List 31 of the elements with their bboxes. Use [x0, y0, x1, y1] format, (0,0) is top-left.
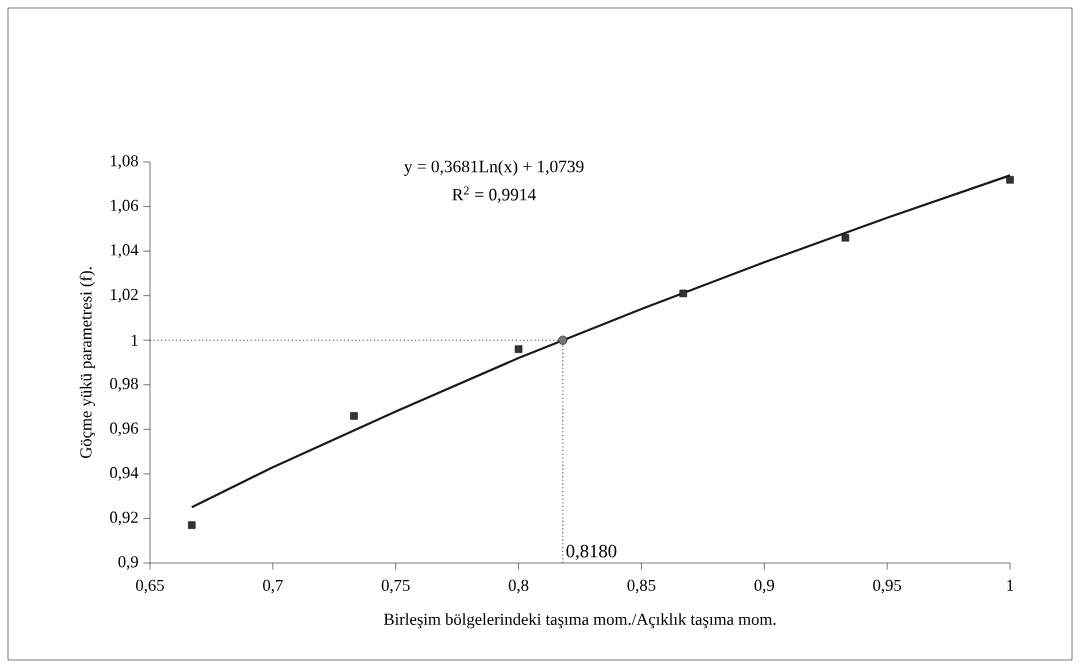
y-tick-label: 1 — [131, 334, 138, 346]
line-series — [190, 174, 1012, 509]
point — [350, 412, 358, 420]
y-tick-label: 0,94 — [110, 467, 139, 481]
x-tick-label: 0,9 — [754, 579, 775, 594]
y-tick-label: 1,06 — [110, 199, 139, 214]
y-tick-label: 1,02 — [110, 288, 138, 303]
x-tick-label: 0,8 — [508, 579, 529, 594]
point — [679, 289, 687, 298]
y-tick-label: 0,96 — [110, 422, 139, 437]
point — [1006, 176, 1014, 184]
annotation: 0,8180 — [566, 544, 617, 561]
y-tick-label: 0,98 — [110, 377, 138, 392]
y-tick-label: 0,92 — [110, 511, 138, 526]
x-axis-title: Birleşim bölgelerindeki taşıma mom./Açıklık taşıma mom. — [383, 613, 776, 629]
y-tick-label: 1,08 — [110, 155, 138, 169]
y-tick-label: 1,04 — [110, 244, 139, 258]
point — [514, 345, 523, 353]
y-axis-title: Göçme yükü parametresi (f). — [79, 267, 95, 459]
annotation: y = 0,3681Ln(x) + 1,0739 — [404, 160, 584, 176]
x-tick-label: 0,65 — [136, 579, 164, 594]
x-tick-label: 0,75 — [381, 579, 410, 594]
point — [558, 335, 568, 345]
y-tick-label: 0,9 — [118, 556, 138, 570]
x-tick-label: 0,95 — [873, 579, 902, 594]
point — [841, 234, 850, 242]
annotation: R$^{2}$ = 0,9914 — [452, 186, 536, 203]
x-tick-label: 1 — [1007, 579, 1014, 591]
x-tick-label: 0,7 — [263, 579, 283, 594]
point — [188, 521, 196, 529]
x-tick-label: 0,85 — [627, 579, 656, 594]
